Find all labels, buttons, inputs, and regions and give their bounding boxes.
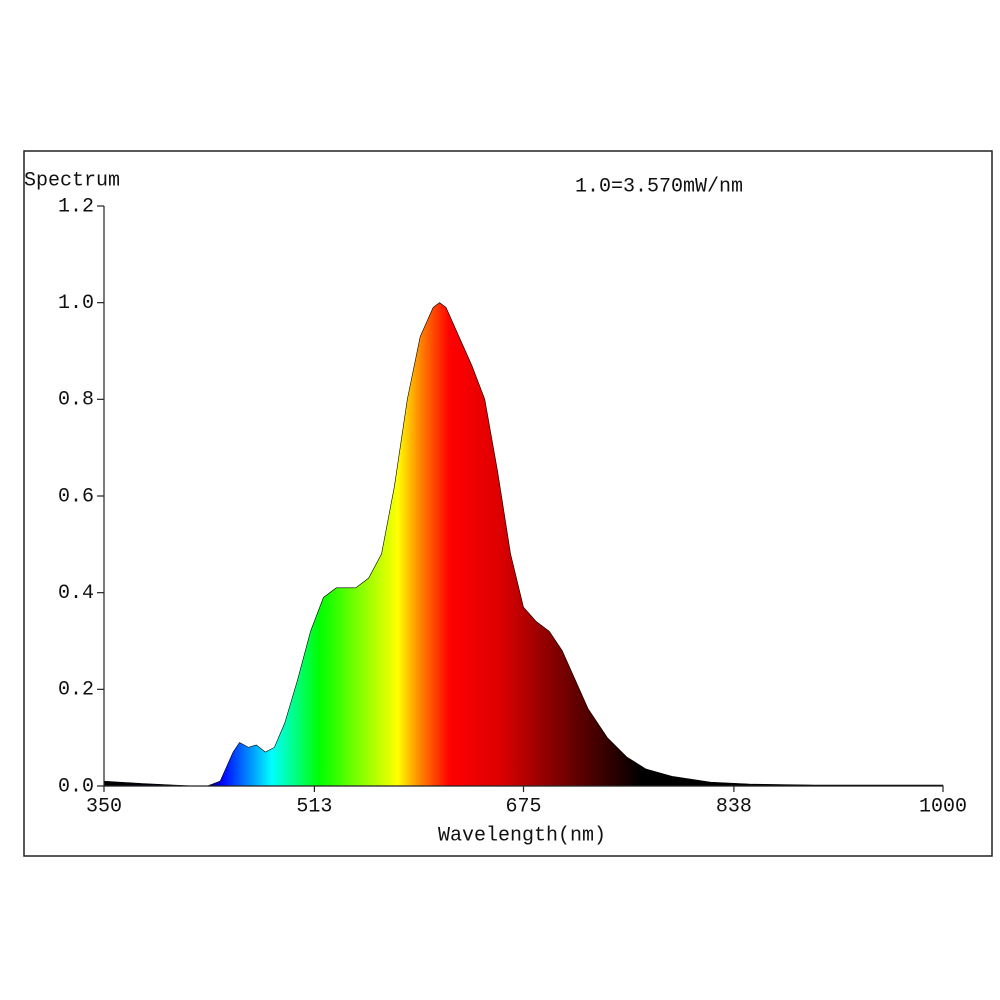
x-tick-label: 675 — [505, 795, 541, 818]
x-tick-label: 838 — [716, 795, 752, 818]
x-tick-label: 513 — [296, 795, 332, 818]
y-tick-label: 0.0 — [58, 775, 94, 798]
y-tick-label: 0.6 — [58, 485, 94, 508]
y-axis-label: Spectrum — [24, 169, 120, 192]
annotation: 1.0=3.570mW/nm — [575, 175, 743, 198]
y-tick-label: 0.8 — [58, 389, 94, 412]
spectrum-area — [103, 302, 944, 787]
x-axis-label: Wavelength(nm) — [438, 824, 606, 847]
x-tick-label: 1000 — [919, 795, 967, 818]
y-tick-label: 0.2 — [58, 679, 94, 702]
y-tick-label: 0.4 — [58, 582, 94, 605]
x-tick-label: 350 — [86, 795, 122, 818]
y-tick-label: 1.2 — [58, 195, 94, 218]
frame — [23, 150, 993, 857]
y-tick-label: 1.0 — [58, 292, 94, 315]
